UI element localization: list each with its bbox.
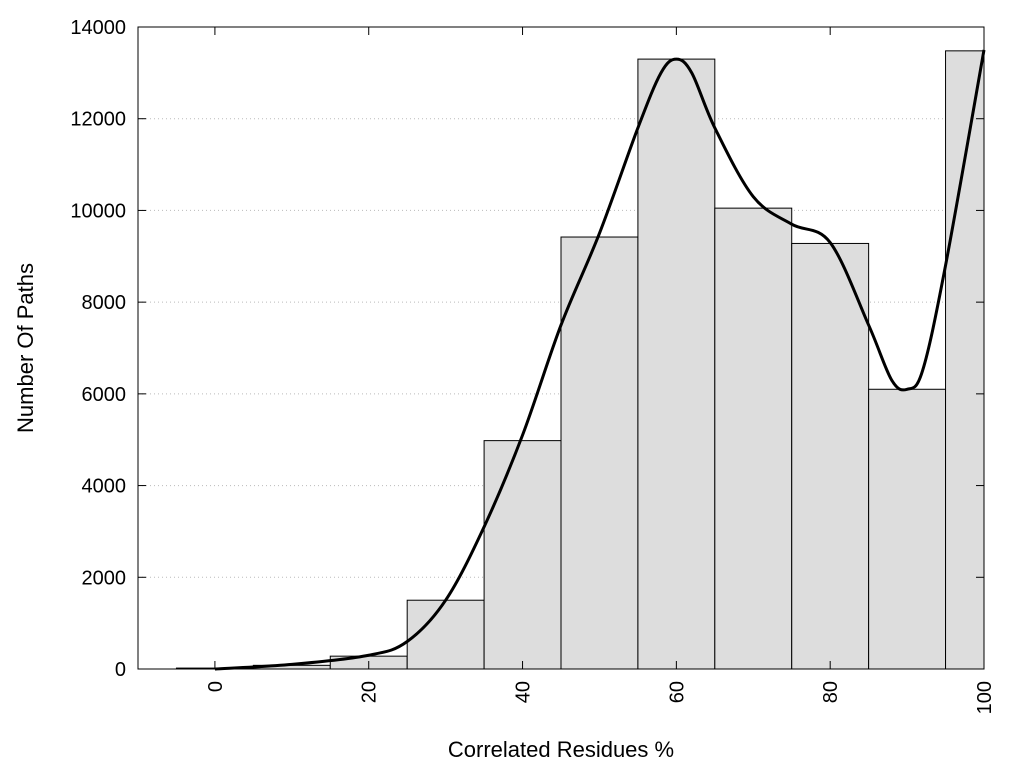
y-axis-label: Number Of Paths [13,263,38,433]
y-tick-label: 10000 [70,200,126,222]
density-curve [214,49,986,671]
y-tick-label: 0 [115,659,126,681]
histogram-bar [483,440,562,670]
x-tick-label: 20 [359,681,381,703]
y-axis-ticks: 0 2000 4000 6000 8000 10000 12000 14000 [70,17,984,681]
x-tick-label: 60 [666,681,688,703]
x-tick-label: 0 [205,681,227,692]
x-tick-label: 40 [513,681,535,703]
x-tick-label: 100 [974,681,996,714]
histogram-bar [868,388,947,670]
x-axis-ticks: 0 20 40 60 80 100 [205,27,996,714]
y-tick-label: 12000 [70,109,126,131]
x-tick-label: 80 [820,681,842,703]
histogram-bar [406,599,485,670]
histogram-bar [791,242,870,670]
density-curve-line [214,49,986,671]
y-tick-label: 8000 [82,292,127,314]
y-tick-label: 14000 [70,17,126,39]
y-tick-label: 6000 [82,384,127,406]
histogram-bar [945,50,985,670]
histogram-bar [714,207,793,670]
histogram-bar [637,58,716,670]
y-tick-label: 2000 [82,567,127,589]
x-axis-label: Correlated Residues % [448,737,674,762]
histogram-bars [175,50,985,670]
histogram-bar [560,236,639,670]
y-tick-label: 4000 [82,476,127,498]
plot-frame [137,26,985,670]
